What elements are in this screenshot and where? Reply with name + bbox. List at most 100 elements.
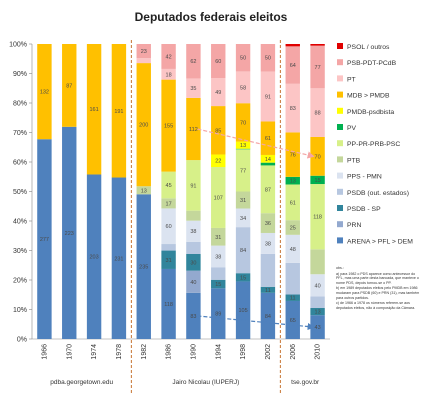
bar-segment-psb-pdt-pcdb-1994 <box>211 44 226 79</box>
data-label-arena-pfl-dem-1982: 235 <box>139 265 148 271</box>
data-label-pps-pmn-2006: 48 <box>290 247 296 253</box>
source-label-pdba-georgetown-edu: pdba.georgetown.edu <box>50 379 113 386</box>
legend-swatch-pmdb-psdbista <box>337 107 343 114</box>
legend-swatch-psdb-sp <box>337 205 343 211</box>
y-tick-label: 10% <box>13 307 27 314</box>
data-label-prn-1990: 40 <box>190 280 196 286</box>
bar-segment-psdb-out-estados-1994 <box>211 267 226 280</box>
x-tick-label: 1970 <box>66 344 73 360</box>
legend-label-ptb: PTB <box>347 157 361 164</box>
data-label-arena-pfl-dem-2010: 43 <box>315 325 321 331</box>
data-label-ptb-2002: 36 <box>265 221 271 227</box>
legend-label-arena-pfl-dem: ARENA > PFL > DEM <box>347 238 413 245</box>
data-label-mdb-pmdb-2010: 70 <box>315 154 321 160</box>
bar-segment-psb-pdt-pcdb-1998 <box>235 44 251 72</box>
data-label-psdb-sp-1994: 15 <box>215 282 221 288</box>
bar-segment-pps-pmn-1998 <box>235 208 251 228</box>
data-label-mdb-pmdb-1966: 132 <box>40 90 49 96</box>
bar-segment-psb-pdt-pcdb-1982 <box>136 44 151 59</box>
data-label-mdb-pmdb-1978: 191 <box>114 109 123 115</box>
bar-segment-pps-pmn-1994 <box>211 245 226 268</box>
bar-segment-mdb-pmdb-1990 <box>186 97 201 161</box>
y-tick-label: 20% <box>13 278 27 285</box>
bar-segment-psdb-sp-2010 <box>310 308 325 316</box>
bar-segment-psdb-sp-1998 <box>235 273 251 282</box>
data-label-mdb-pmdb-1994: 85 <box>215 128 221 134</box>
bar-segment-pps-pmn-2006 <box>285 234 300 263</box>
bar-segment-pp-pr-prb-psc-1994 <box>211 167 226 228</box>
bar-segment-psdb-sp-1994 <box>211 279 226 289</box>
x-tick-label: 1978 <box>116 344 123 360</box>
data-label-psdb-sp-2010: 13 <box>315 310 321 316</box>
data-label-pv-2006: 13 <box>290 179 296 185</box>
bar-segment-psdb-sp-2002 <box>260 286 276 293</box>
legend-label-prn: PRN <box>347 222 361 229</box>
bar-segment-pt-1994 <box>211 78 226 107</box>
legend-label-pt: PT <box>347 76 356 83</box>
bar-segment-pt-2006 <box>285 83 300 133</box>
data-label-psdb-sp-1998: 15 <box>240 275 246 281</box>
note-line: obs.: <box>336 266 344 270</box>
bar-segment-psb-pdt-pcdb-2006 <box>285 46 300 84</box>
data-label-ptb-1986: 17 <box>166 201 172 207</box>
source-label-jairo-nicolau-iuperj: Jairo Nicolau (IUPERJ) <box>172 379 239 386</box>
data-label-pp-pr-prb-psc-2006: 61 <box>290 200 296 206</box>
bar-segment-arena-pfl-dem-2002 <box>260 292 276 339</box>
legend-label-psb-pdt-pcdb: PSB-PDT-PCdB <box>347 60 397 67</box>
bar-segment-arena-pfl-dem-1986 <box>161 268 176 339</box>
data-label-arena-pfl-dem-1994: 89 <box>215 312 221 318</box>
bar-segment-psdb-out-estados-1998 <box>235 227 251 274</box>
bar-segment-pv-2010 <box>310 175 325 185</box>
data-label-psb-pdt-pcdb-2002: 50 <box>265 56 271 62</box>
data-label-pps-pmn-1994: 38 <box>215 254 221 260</box>
data-label-mdb-pmdb-1990: 112 <box>189 127 198 133</box>
x-tick-label: 2010 <box>315 344 322 360</box>
bar-segment-pps-pmn-2002 <box>260 232 276 254</box>
data-label-pmdb-psdbista-1998: 13 <box>240 143 246 149</box>
bar-segment-pv-2006 <box>285 176 300 185</box>
data-label-pt-2002: 91 <box>265 94 271 100</box>
bar-segment-prn-1990 <box>186 270 201 293</box>
data-label-mdb-pmdb-2006: 76 <box>290 153 296 159</box>
note-line: b) em 1989 deputados eleitos pelo PMDB e… <box>336 286 420 300</box>
bar-segment-ptb-1986 <box>161 198 176 209</box>
bar-segment-mdb-pmdb-1978 <box>111 44 127 178</box>
data-label-pps-pmn-1990: 38 <box>190 229 196 235</box>
note-line: a) para 1982 o PDS aparece como antecess… <box>336 271 419 285</box>
bar-segment-arena-pfl-dem-1970 <box>62 126 77 340</box>
data-label-psdb-sp-2006: 11 <box>290 296 296 302</box>
bar-segment-arena-pfl-dem-1974 <box>86 174 102 339</box>
bar-segment-psdb-out-estados-1990 <box>186 241 201 254</box>
legend-label-pv: PV <box>347 125 357 132</box>
chart-title: Deputados federais eleitos <box>134 10 288 24</box>
bar-segment-mdb-pmdb-1970 <box>62 44 77 127</box>
bar-segment-psdb-out-estados-2006 <box>285 262 300 295</box>
bar-segment-pp-pr-prb-psc-2006 <box>285 184 300 221</box>
x-tick-label: 1982 <box>141 344 148 360</box>
legend-swatch-psol-outros <box>337 43 343 49</box>
bar-segment-pt-1986 <box>161 68 176 80</box>
y-tick-label: 70% <box>13 130 27 137</box>
y-tick-label: 40% <box>13 219 27 226</box>
chart-notes: obs.: a) para 1982 o PDS aparece como ant… <box>336 266 420 311</box>
data-label-pps-pmn-2002: 38 <box>265 241 271 247</box>
legend-swatch-pp-pr-prb-psc <box>337 140 343 147</box>
bar-segment-arena-pfl-dem-1994 <box>211 288 226 339</box>
bar-segment-ptb-1982 <box>136 186 151 195</box>
data-label-ptb-1998: 31 <box>240 198 246 204</box>
data-label-arena-pfl-dem-1966: 277 <box>40 237 49 243</box>
bar-segment-pps-pmn-1990 <box>186 220 201 242</box>
data-label-pp-pr-prb-psc-2010: 118 <box>313 215 322 221</box>
bar-segment-arena-pfl-dem-2010 <box>310 315 325 339</box>
data-label-arena-pfl-dem-1998: 105 <box>238 308 247 314</box>
note-line: c) de 1966 a 1978 os números referem-se … <box>336 301 416 310</box>
bar-segment-psb-pdt-pcdb-2010 <box>310 45 325 89</box>
legend-label-pmdb-psdbista: PMDB-psdbista <box>347 109 394 116</box>
legend-swatch-pv <box>337 124 343 130</box>
legend-label-pps-pmn: PPS - PMN <box>347 174 382 181</box>
data-label-arena-pfl-dem-1986: 118 <box>164 302 173 308</box>
bar-segment-pt-2010 <box>310 88 325 137</box>
bar-segment-psdb-sp-2006 <box>285 294 300 301</box>
bar-segment-pt-1990 <box>186 78 201 98</box>
